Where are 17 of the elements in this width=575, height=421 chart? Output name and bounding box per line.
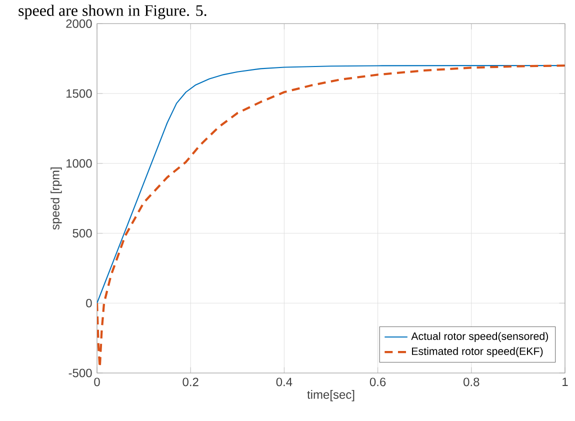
legend-label: Actual rotor speed(sensored) <box>411 332 548 342</box>
y-axis-title: speed [rpm] <box>50 168 62 230</box>
y-tick-label: 0 <box>86 298 92 308</box>
x-tick-label: 0.8 <box>464 378 480 386</box>
y-tick-label: 500 <box>72 229 92 238</box>
x-axis-title: time[sec] <box>307 390 354 402</box>
x-tick-label: 0.6 <box>370 378 386 386</box>
x-tick-label: 0.2 <box>182 378 198 386</box>
y-tick-label: 1000 <box>66 159 92 168</box>
x-tick-label: 0 <box>94 378 100 386</box>
x-tick-label: 1 <box>562 378 568 386</box>
y-tick-label: -500 <box>68 368 92 378</box>
text: speed are shown in Figure. 5. <box>18 4 206 20</box>
legend-label: Estimated rotor speed(EKF) <box>412 347 543 358</box>
y-tick-label: 1500 <box>66 89 92 98</box>
x-tick-label: 0.4 <box>276 378 292 386</box>
y-tick-label: 2000 <box>66 19 92 28</box>
